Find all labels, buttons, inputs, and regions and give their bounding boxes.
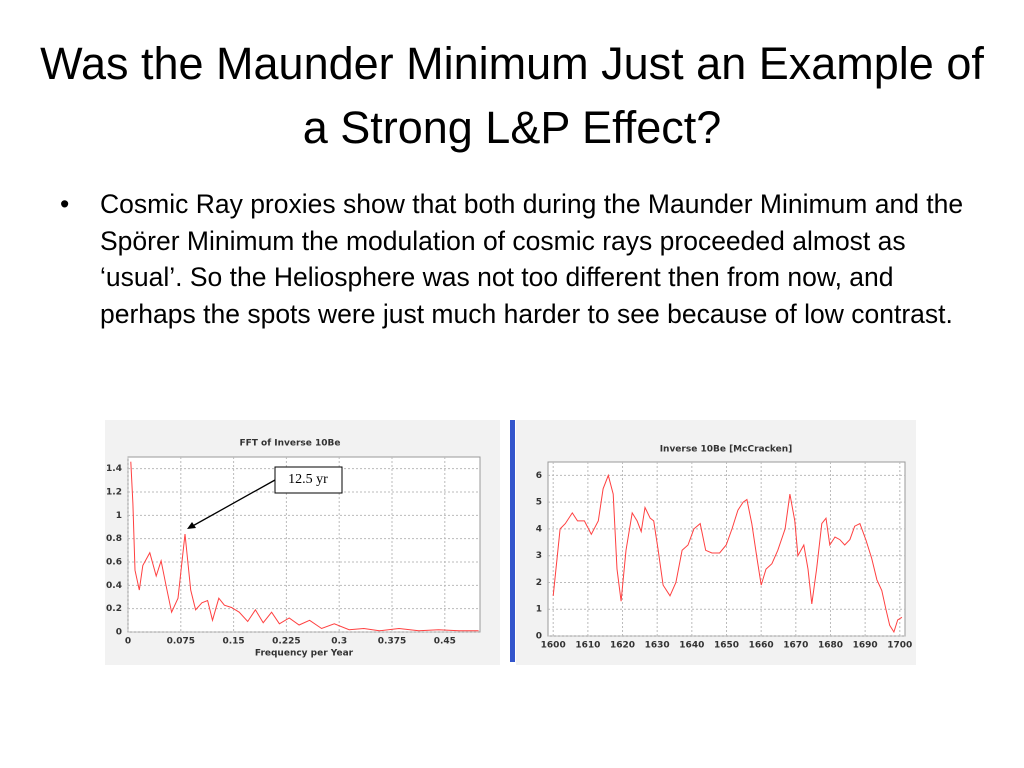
x-tick-label: 1620 (610, 641, 635, 651)
bullet-text: Cosmic Ray proxies show that both during… (100, 189, 964, 329)
x-tick-label: 0.225 (272, 637, 300, 647)
x-tick-label: 1650 (714, 641, 739, 651)
x-tick-label: 0.45 (434, 637, 456, 647)
y-tick-label: 0.8 (106, 534, 122, 544)
x-tick-label: 1680 (818, 641, 843, 651)
y-tick-label: 6 (536, 471, 542, 481)
chart-title: FFT of Inverse 10Be (239, 439, 340, 449)
y-tick-label: 5 (536, 498, 542, 508)
bullet-dot: • (60, 189, 70, 219)
x-tick-label: 1610 (575, 641, 600, 651)
chart-title: Inverse 10Be [McCracken] (660, 445, 793, 455)
y-tick-label: 0.2 (106, 604, 122, 614)
x-tick-label: 0.075 (167, 637, 195, 647)
x-tick-label: 1600 (541, 641, 566, 651)
y-tick-label: 4 (536, 524, 542, 534)
annotation-text: 12.5 yr (288, 472, 328, 487)
x-tick-label: 0.15 (222, 637, 244, 647)
y-tick-label: 1.4 (106, 464, 122, 474)
data-line (130, 461, 479, 632)
arrow-head (187, 522, 197, 529)
x-tick-label: 0 (125, 637, 131, 647)
y-tick-label: 0.4 (106, 581, 122, 591)
y-tick-label: 3 (536, 551, 542, 561)
x-tick-label: 1640 (679, 641, 704, 651)
y-tick-label: 2 (536, 578, 542, 588)
x-tick-label: 1660 (749, 641, 774, 651)
plot-area (547, 461, 906, 637)
annotation-box (274, 466, 343, 494)
y-tick-label: 0 (536, 632, 542, 642)
x-tick-label: 1630 (645, 641, 670, 651)
x-tick-label: 0.375 (378, 637, 406, 647)
y-tick-label: 0 (116, 628, 122, 638)
x-tick-label: 1700 (887, 641, 912, 651)
y-tick-label: 1.2 (106, 488, 122, 498)
data-line (552, 473, 903, 634)
slide-title: Was the Maunder Minimum Just an Example … (40, 38, 984, 153)
x-tick-label: 1690 (853, 641, 878, 651)
annotation-arrow (188, 479, 276, 529)
y-tick-label: 0.6 (106, 558, 122, 568)
divider (510, 420, 515, 662)
y-tick-label: 1 (116, 511, 122, 521)
y-tick-label: 1 (536, 605, 542, 615)
x-axis-label: Frequency per Year (255, 649, 354, 659)
x-tick-label: 0.3 (331, 637, 347, 647)
x-tick-label: 1670 (783, 641, 808, 651)
